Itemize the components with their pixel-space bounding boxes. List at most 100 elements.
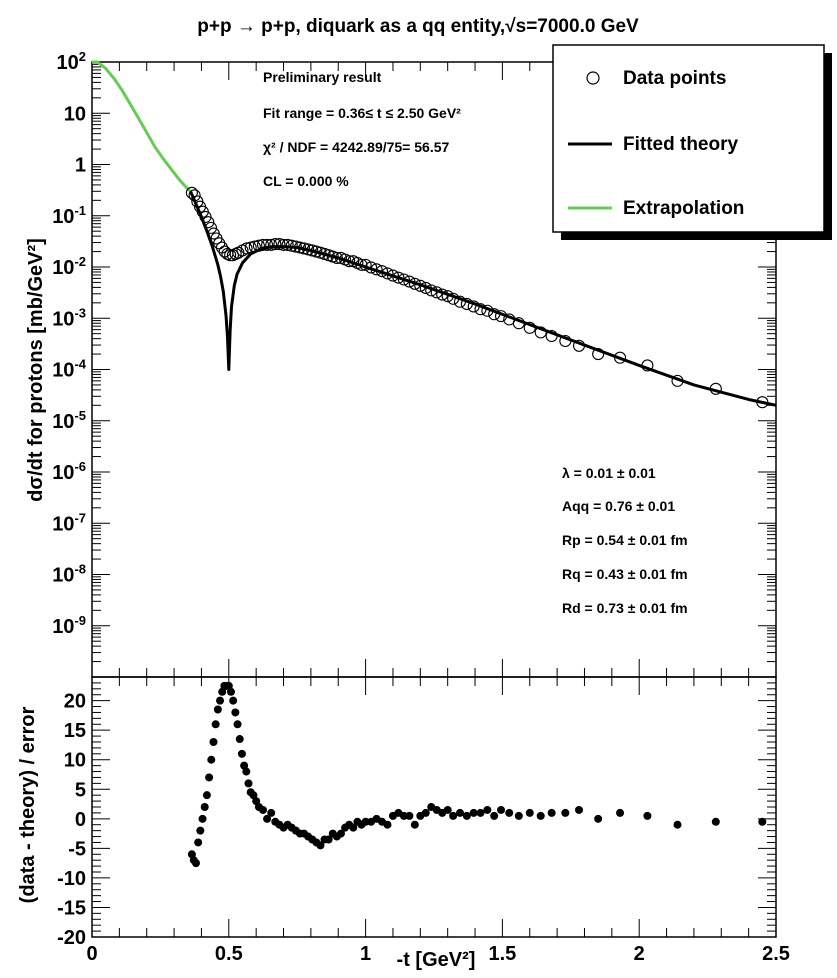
x-tick-label: 0 — [86, 943, 97, 965]
data-point — [297, 242, 311, 255]
data-point — [460, 297, 473, 311]
data-point — [248, 240, 261, 253]
data-point — [204, 221, 218, 234]
residual-point — [469, 808, 478, 817]
x-axis-title: -t [GeV²] — [397, 949, 476, 971]
top-y-tick-label: 10-5 — [52, 408, 86, 433]
bottom-y-tick-label: 0 — [75, 809, 86, 831]
residual-point — [383, 820, 392, 829]
residual-point — [476, 808, 485, 817]
data-point — [188, 189, 201, 202]
bottom-y-tick-label: 20 — [64, 691, 86, 713]
residual-point — [235, 735, 244, 744]
bottom-y-axis-title: (data - theory) / error — [17, 706, 39, 903]
legend-label-theory: Fitted theory — [623, 134, 738, 155]
residual-point — [711, 817, 720, 826]
residual-point — [399, 811, 408, 820]
data-point — [381, 267, 394, 280]
residual-point — [213, 705, 222, 714]
top-y-tick-label: 10-9 — [52, 613, 86, 638]
legend-label-data: Data points — [623, 68, 726, 89]
annotation-rp: Rp = 0.54 ± 0.01 fm — [562, 532, 688, 548]
residual-point — [211, 720, 220, 729]
chart-title: p+p → p+p, diquark as a qq entity,√s=700… — [197, 16, 639, 37]
residual-point — [547, 808, 556, 817]
annotation-lambda: λ = 0.01 ± 0.01 — [562, 465, 656, 481]
data-points-series — [185, 186, 769, 409]
top-y-tick-label: 10-6 — [52, 459, 86, 484]
residual-point — [349, 823, 358, 832]
top-y-tick-labels: 102 10 1 10-1 10-2 10-3 10-4 10-5 10-6 10-7 10-8 10… — [52, 49, 87, 638]
bottom-y-tick-label: -10 — [57, 868, 86, 890]
annotation-rd: Rd = 0.73 ± 0.01 fm — [562, 600, 688, 616]
bottom-y-tick-label: 5 — [75, 779, 86, 801]
data-point — [474, 303, 487, 316]
residual-point — [643, 811, 652, 820]
bottom-y-tick-label: 10 — [64, 750, 86, 772]
residual-point — [207, 755, 216, 764]
data-point — [545, 329, 558, 343]
residual-point — [514, 811, 523, 820]
bottom-y-ticks — [92, 676, 776, 938]
data-point — [343, 255, 356, 268]
data-point — [592, 348, 605, 361]
data-point — [436, 288, 449, 301]
legend-label-extrapolation: Extrapolation — [623, 198, 744, 219]
residual-point — [216, 696, 225, 705]
residual-point — [536, 811, 545, 820]
data-point — [709, 382, 722, 395]
residual-point — [561, 808, 570, 817]
residual-point — [226, 687, 235, 696]
data-point — [256, 238, 270, 251]
data-point — [355, 258, 368, 271]
annotation-cl: CL = 0.000 % — [263, 173, 349, 189]
top-y-tick-label: 102 — [57, 49, 86, 74]
residual-point — [229, 696, 238, 705]
annotation-fit-range: Fit range = 0.36≤ t ≤ 2.50 GeV² — [263, 105, 461, 121]
data-point — [370, 263, 383, 276]
residual-point — [263, 814, 272, 823]
residual-point — [616, 808, 625, 817]
x-ticks — [91, 62, 777, 937]
data-point — [285, 239, 298, 252]
data-point — [392, 271, 405, 284]
data-point — [265, 238, 278, 251]
residual-point — [361, 817, 370, 826]
data-point — [289, 240, 302, 253]
data-point — [671, 374, 684, 387]
data-point — [481, 304, 494, 317]
data-point — [252, 239, 265, 252]
data-point — [534, 326, 547, 339]
annotation-aqq: Aqq = 0.76 ± 0.01 — [562, 498, 675, 514]
residual-point — [490, 811, 499, 820]
data-point — [419, 281, 432, 295]
residual-point — [483, 805, 492, 814]
residual-point — [505, 808, 514, 817]
data-point — [523, 321, 536, 334]
data-point — [641, 359, 654, 372]
bottom-y-tick-label: -5 — [68, 838, 86, 860]
residual-point — [405, 811, 414, 820]
bottom-y-tick-labels: 20 15 10 5 0 -5 -10 -15 -20 — [57, 691, 86, 949]
extrapolation-line — [92, 60, 192, 193]
top-y-tick-label: 10-1 — [52, 203, 86, 228]
data-point — [365, 261, 378, 274]
data-point — [403, 275, 416, 288]
data-point — [512, 317, 525, 330]
legend-marker-data — [586, 71, 600, 85]
data-point — [453, 295, 467, 308]
data-point — [386, 269, 400, 282]
data-point — [269, 238, 282, 251]
residual-point — [267, 808, 276, 817]
data-point — [185, 186, 198, 199]
x-tick-labels: 0 0.5 1 1.5 2 2.5 — [86, 943, 789, 965]
x-tick-label: 2.5 — [762, 943, 790, 965]
data-point — [441, 290, 454, 303]
residual-point — [421, 808, 430, 817]
data-point — [397, 273, 410, 286]
residual-point — [410, 820, 419, 829]
residual-point — [497, 805, 506, 814]
data-point — [359, 258, 372, 271]
